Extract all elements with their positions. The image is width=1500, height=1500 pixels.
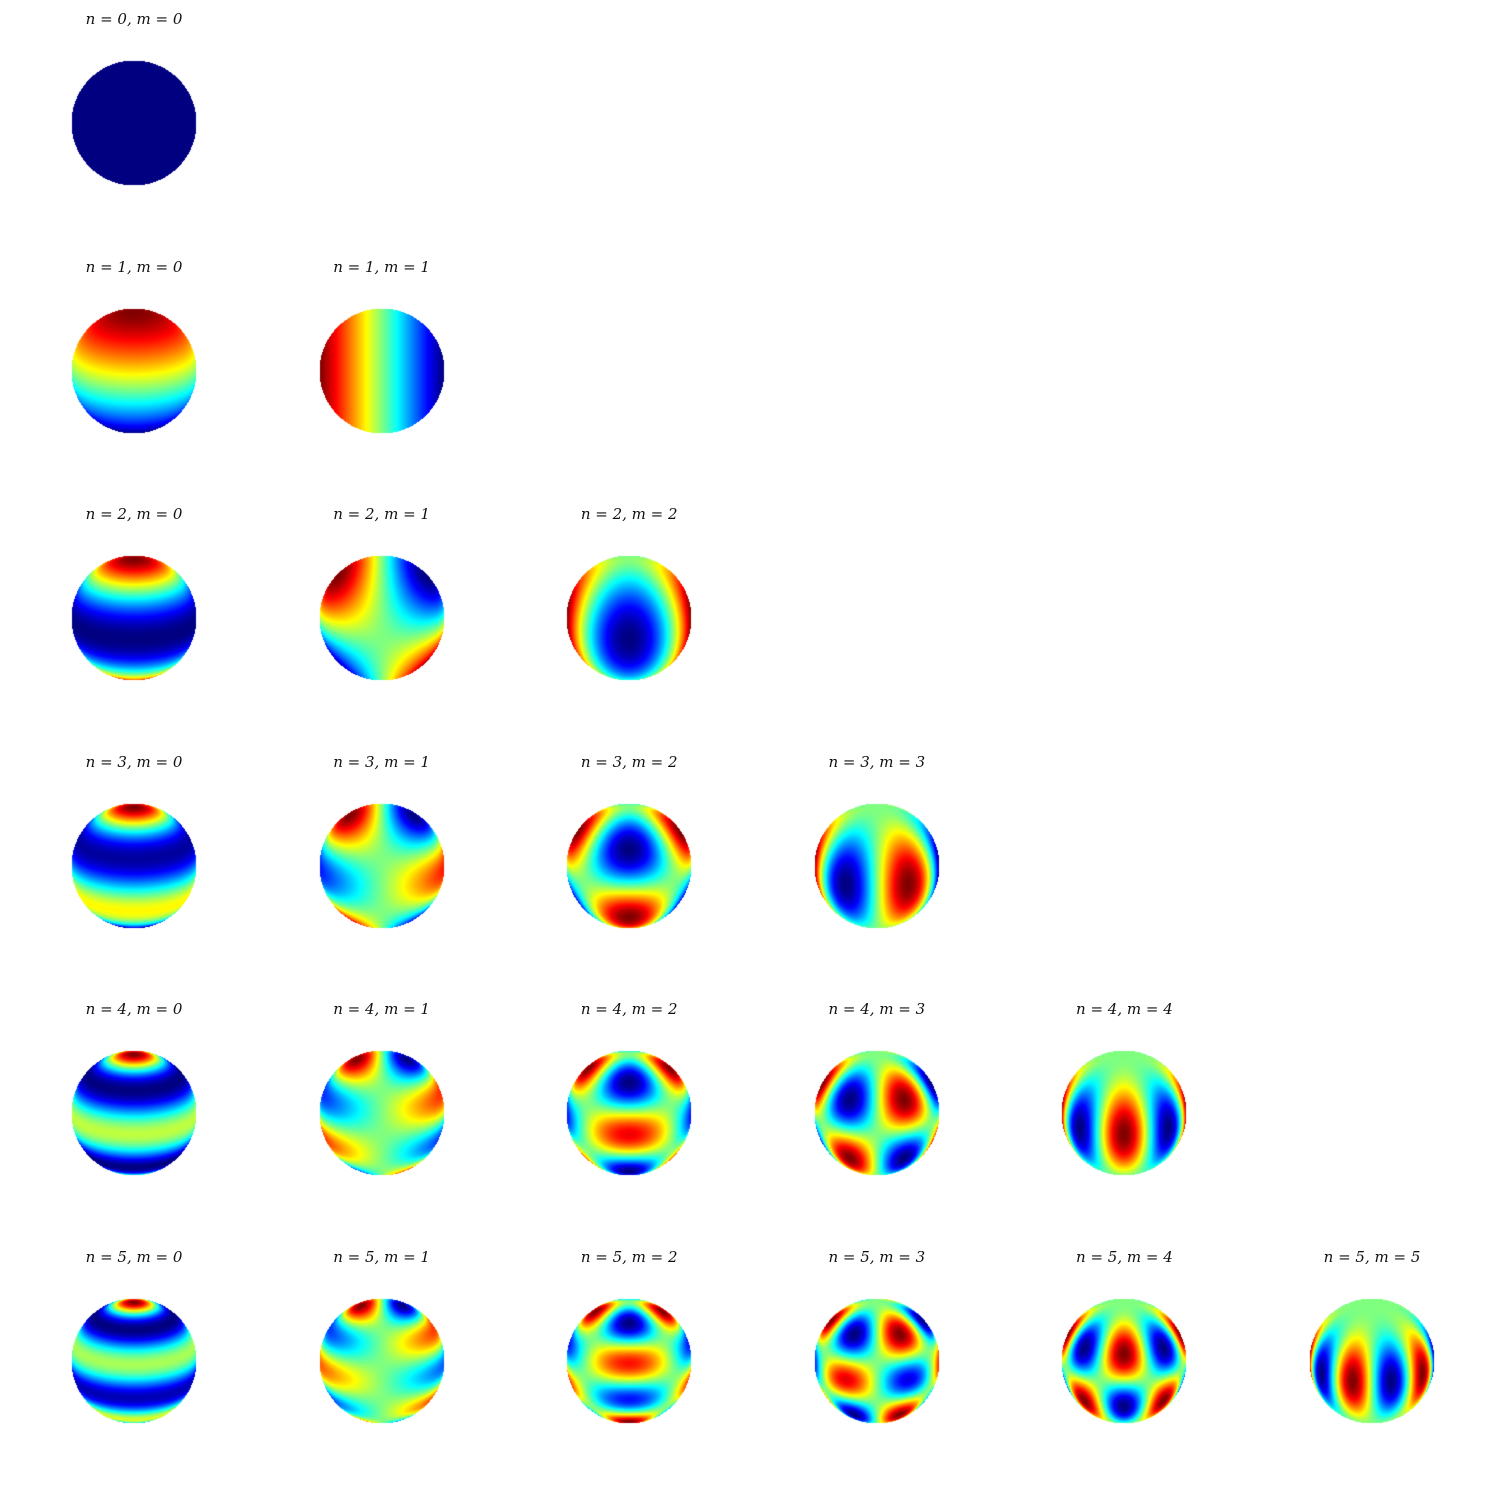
panel-title: n = 1, m = 0 — [85, 257, 183, 276]
sphere-surface-n3-m0 — [71, 802, 197, 929]
sphere-panel-n2-m1: n = 2, m = 1 — [282, 505, 482, 705]
sphere-surface-n3-m2 — [566, 802, 693, 929]
panel-title: n = 3, m = 3 — [828, 752, 926, 771]
sphere-surface-n5-m2 — [566, 1298, 693, 1424]
sphere-panel-n3-m3: n = 3, m = 3 — [777, 753, 977, 953]
sphere-surface-n5-m0 — [71, 1298, 197, 1424]
sphere-panel-n5-m0: n = 5, m = 0 — [34, 1248, 234, 1448]
sphere-panel-n4-m4: n = 4, m = 4 — [1024, 1000, 1224, 1200]
panel-title: n = 4, m = 0 — [85, 1000, 183, 1019]
sphere-surface-n1-m0 — [71, 307, 197, 434]
sphere-surface-n4-m0 — [71, 1050, 197, 1177]
sphere-surface-n2-m2 — [566, 555, 693, 682]
sphere-panel-n1-m0: n = 1, m = 0 — [34, 258, 234, 458]
sphere-panel-n5-m4: n = 5, m = 4 — [1024, 1248, 1224, 1448]
sphere-panel-n4-m1: n = 4, m = 1 — [282, 1000, 482, 1200]
panel-title: n = 0, m = 0 — [85, 10, 183, 28]
sphere-panel-n3-m1: n = 3, m = 1 — [282, 753, 482, 953]
sphere-panel-n5-m5: n = 5, m = 5 — [1272, 1248, 1472, 1448]
sphere-surface-n2-m0 — [71, 555, 197, 682]
sphere-surface-n0-m0 — [71, 60, 197, 186]
sphere-surface-n1-m1 — [318, 307, 445, 434]
panel-title: n = 3, m = 0 — [85, 752, 183, 771]
sphere-panel-n5-m2: n = 5, m = 2 — [529, 1248, 729, 1448]
panel-title: n = 5, m = 5 — [1323, 1248, 1421, 1266]
panel-title: n = 3, m = 1 — [333, 752, 430, 771]
sphere-panel-n3-m0: n = 3, m = 0 — [34, 753, 234, 953]
sphere-panel-n2-m2: n = 2, m = 2 — [529, 505, 729, 705]
sphere-surface-n4-m1 — [318, 1050, 445, 1177]
sphere-surface-n4-m3 — [813, 1050, 940, 1177]
panel-title: n = 5, m = 1 — [333, 1248, 430, 1266]
panel-title: n = 2, m = 1 — [333, 505, 430, 524]
panel-title: n = 4, m = 2 — [580, 1000, 678, 1019]
sphere-panel-n4-m3: n = 4, m = 3 — [777, 1000, 977, 1200]
sphere-panel-n1-m1: n = 1, m = 1 — [282, 258, 482, 458]
sphere-surface-n5-m4 — [1061, 1298, 1188, 1424]
sphere-panel-n3-m2: n = 3, m = 2 — [529, 753, 729, 953]
panel-title: n = 1, m = 1 — [333, 257, 430, 276]
panel-title: n = 5, m = 3 — [828, 1248, 926, 1266]
sphere-panel-n5-m1: n = 5, m = 1 — [282, 1248, 482, 1448]
panel-title: n = 3, m = 2 — [580, 752, 678, 771]
sphere-surface-n5-m3 — [813, 1298, 940, 1424]
panel-title: n = 4, m = 4 — [1076, 1000, 1173, 1019]
sphere-panel-n5-m3: n = 5, m = 3 — [777, 1248, 977, 1448]
sphere-surface-n4-m2 — [566, 1050, 693, 1177]
sphere-surface-n2-m1 — [318, 555, 445, 682]
panel-title: n = 2, m = 0 — [85, 505, 183, 524]
panel-title: n = 4, m = 1 — [333, 1000, 430, 1019]
sphere-surface-n3-m3 — [813, 802, 940, 929]
panel-title: n = 5, m = 4 — [1076, 1248, 1173, 1266]
panel-title: n = 2, m = 2 — [580, 505, 678, 524]
sphere-surface-n3-m1 — [318, 802, 445, 929]
sphere-panel-n4-m2: n = 4, m = 2 — [529, 1000, 729, 1200]
sphere-surface-n4-m4 — [1061, 1050, 1188, 1177]
sphere-panel-n2-m0: n = 2, m = 0 — [34, 505, 234, 705]
sphere-panel-n0-m0: n = 0, m = 0 — [34, 10, 234, 210]
panel-title: n = 5, m = 2 — [580, 1248, 678, 1266]
sphere-surface-n5-m5 — [1309, 1298, 1435, 1424]
panel-title: n = 5, m = 0 — [85, 1248, 183, 1266]
sphere-surface-n5-m1 — [318, 1298, 445, 1424]
panel-title: n = 4, m = 3 — [828, 1000, 926, 1019]
sphere-panel-n4-m0: n = 4, m = 0 — [34, 1000, 234, 1200]
